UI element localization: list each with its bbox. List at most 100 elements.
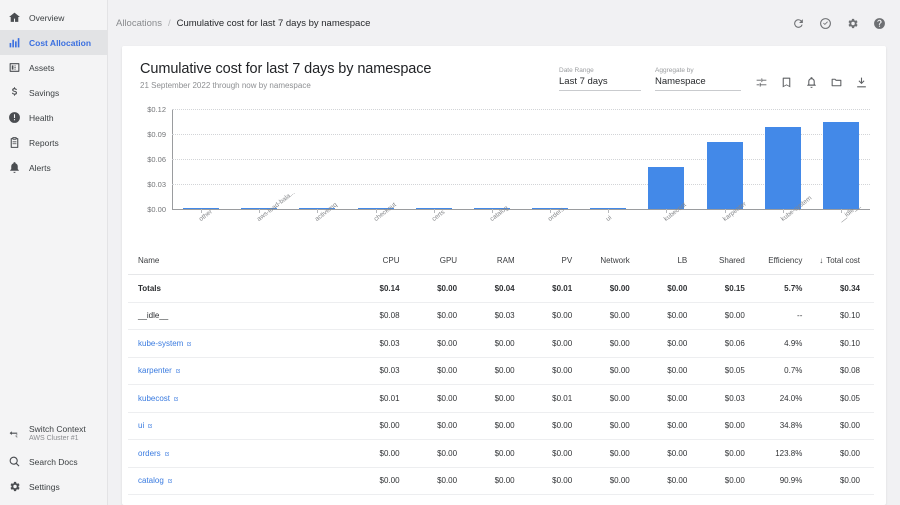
namespace-link[interactable]: catalog bbox=[138, 476, 164, 486]
table-head: Name CPU GPU RAM PV Network LB Shared Efficiency… bbox=[128, 247, 874, 275]
table-header-gpu[interactable]: GPU bbox=[413, 247, 472, 275]
table-header-pv[interactable]: PV bbox=[528, 247, 587, 275]
table-header-ram[interactable]: RAM bbox=[471, 247, 529, 275]
chart-bar[interactable] bbox=[357, 207, 394, 209]
sidebar-item-alerts[interactable]: Alerts bbox=[0, 155, 107, 180]
chart-x-tick: checkout bbox=[347, 201, 405, 247]
namespace-link[interactable]: karpenter bbox=[138, 366, 172, 376]
date-range-select[interactable]: Last 7 days bbox=[559, 76, 641, 91]
chart-bar-slot[interactable] bbox=[463, 109, 521, 209]
aggregate-by-field: Aggregate by Namespace bbox=[655, 67, 741, 91]
table-cell-network: $0.00 bbox=[609, 476, 630, 486]
sidebar-item-overview[interactable]: Overview bbox=[0, 5, 107, 30]
external-link-icon[interactable] bbox=[167, 478, 173, 484]
chart-bar[interactable] bbox=[241, 207, 278, 209]
date-range-field: Date Range Last 7 days bbox=[559, 67, 641, 91]
external-link-icon[interactable] bbox=[173, 396, 179, 402]
help-circle-icon[interactable] bbox=[872, 16, 886, 30]
refresh-icon[interactable] bbox=[791, 16, 805, 30]
table-header-cpu[interactable]: CPU bbox=[356, 247, 414, 275]
sidebar-item-cost-allocation[interactable]: Cost Allocation bbox=[0, 30, 107, 55]
sidebar-item-settings[interactable]: Settings bbox=[0, 474, 107, 499]
chart-bar-slot[interactable] bbox=[812, 109, 870, 209]
sidebar-item-assets[interactable]: Assets bbox=[0, 55, 107, 80]
table-header-total-cost[interactable]: ↓ Total cost bbox=[816, 247, 874, 275]
chart-bar[interactable] bbox=[532, 207, 569, 209]
table-cell-name[interactable]: kubecost bbox=[128, 385, 356, 413]
chart-bar[interactable] bbox=[822, 121, 859, 209]
sidebar-item-switch-context[interactable]: Switch Context AWS Cluster #1 bbox=[0, 419, 107, 449]
chart-bar-slot[interactable] bbox=[637, 109, 695, 209]
table-cell-network: $0.00 bbox=[609, 421, 630, 431]
external-link-icon[interactable] bbox=[147, 423, 153, 429]
bar-chart-icon bbox=[8, 36, 21, 49]
table-cell-shared: $0.15 bbox=[724, 283, 745, 293]
breadcrumb-allocations[interactable]: Allocations bbox=[116, 17, 162, 29]
table-cell-lb: $0.00 bbox=[667, 338, 688, 348]
gear-icon bbox=[8, 480, 21, 493]
chart-bar-slot[interactable] bbox=[405, 109, 463, 209]
table-cell-network: $0.00 bbox=[609, 311, 630, 321]
table-cell-name: Totals bbox=[128, 275, 356, 303]
table-row[interactable]: kubecost $0.01 $0.00 $0.00 $0.01 $0.00 $0.00 $0… bbox=[128, 385, 874, 413]
table-cell-name[interactable]: karpenter bbox=[128, 357, 356, 385]
chart-bar-slot[interactable] bbox=[288, 109, 346, 209]
table-header-name[interactable]: Name bbox=[128, 247, 356, 275]
table-cell-total: $0.05 bbox=[839, 393, 860, 403]
table-row[interactable]: Totals $0.14 $0.00 $0.04 $0.01 $0.00 $0.00 $0.1… bbox=[128, 275, 874, 303]
chart-bar-slot[interactable] bbox=[696, 109, 754, 209]
table-row[interactable]: orders $0.00 $0.00 $0.00 $0.00 $0.00 $0.00 $0.0… bbox=[128, 440, 874, 468]
table-cell-name[interactable]: catalog bbox=[128, 467, 356, 495]
table-cell-network: $0.00 bbox=[609, 338, 630, 348]
chart-bar[interactable] bbox=[590, 207, 627, 209]
table-row[interactable]: catalog $0.00 $0.00 $0.00 $0.00 $0.00 $0.00 $0.… bbox=[128, 467, 874, 495]
sidebar-item-health[interactable]: Health bbox=[0, 105, 107, 130]
table-row[interactable]: ui $0.00 $0.00 $0.00 $0.00 $0.00 $0.00 $0.00 34.… bbox=[128, 412, 874, 440]
table-row[interactable]: kube-system $0.03 $0.00 $0.00 $0.00 $0.00 $0.0… bbox=[128, 330, 874, 358]
chart-x-tick: karpenter bbox=[696, 201, 754, 247]
chart-bar[interactable] bbox=[299, 207, 336, 209]
table-row[interactable]: karpenter $0.03 $0.00 $0.00 $0.00 $0.00 $0.00 $… bbox=[128, 357, 874, 385]
table-header-shared[interactable]: Shared bbox=[701, 247, 759, 275]
table-cell-name[interactable]: ui bbox=[128, 412, 356, 440]
table-header-lb[interactable]: LB bbox=[643, 247, 702, 275]
chart-bar[interactable] bbox=[648, 167, 685, 209]
external-link-icon[interactable] bbox=[186, 341, 192, 347]
chart-y-tick-label: $0.12 bbox=[147, 104, 166, 114]
namespace-link[interactable]: kubecost bbox=[138, 393, 171, 403]
chart-bar-slot[interactable] bbox=[347, 109, 405, 209]
chart-bar[interactable] bbox=[764, 127, 801, 209]
table-row[interactable]: __idle__ $0.08 $0.00 $0.03 $0.00 $0.00 $0.00 $0… bbox=[128, 302, 874, 330]
chart-bar-slot[interactable] bbox=[230, 109, 288, 209]
chart-bar[interactable] bbox=[706, 142, 743, 209]
bell-icon[interactable] bbox=[805, 76, 818, 89]
sidebar-item-search-docs[interactable]: Search Docs bbox=[0, 449, 107, 474]
chart-bar-slot[interactable] bbox=[172, 109, 230, 209]
chart-bar[interactable] bbox=[473, 207, 510, 209]
external-link-icon[interactable] bbox=[175, 368, 181, 374]
table-cell-efficiency: 5.7% bbox=[784, 283, 803, 293]
sidebar-item-savings[interactable]: Savings bbox=[0, 80, 107, 105]
folder-icon[interactable] bbox=[830, 76, 843, 89]
table-cell-name[interactable]: orders bbox=[128, 440, 356, 468]
chart-bar[interactable] bbox=[415, 207, 452, 209]
chart-bar-slot[interactable] bbox=[579, 109, 637, 209]
gear-icon[interactable] bbox=[845, 16, 859, 30]
table-cell-name[interactable]: kube-system bbox=[128, 330, 356, 358]
table-header-efficiency[interactable]: Efficiency bbox=[758, 247, 817, 275]
aggregate-by-select[interactable]: Namespace bbox=[655, 76, 741, 91]
bookmark-icon[interactable] bbox=[780, 76, 793, 89]
download-icon[interactable] bbox=[855, 76, 868, 89]
sidebar-item-reports[interactable]: Reports bbox=[0, 130, 107, 155]
check-circle-icon[interactable] bbox=[818, 16, 832, 30]
chart-bar-slot[interactable] bbox=[521, 109, 579, 209]
chart-bar-slot[interactable] bbox=[754, 109, 812, 209]
namespace-link[interactable]: kube-system bbox=[138, 338, 184, 348]
allocation-table: Name CPU GPU RAM PV Network LB Shared Efficiency… bbox=[128, 247, 874, 495]
chart-bar[interactable] bbox=[183, 207, 220, 209]
namespace-link[interactable]: orders bbox=[138, 448, 161, 458]
external-link-icon[interactable] bbox=[164, 451, 170, 457]
table-header-network[interactable]: Network bbox=[586, 247, 644, 275]
sliders-icon[interactable] bbox=[755, 76, 768, 89]
namespace-link[interactable]: ui bbox=[138, 421, 145, 431]
